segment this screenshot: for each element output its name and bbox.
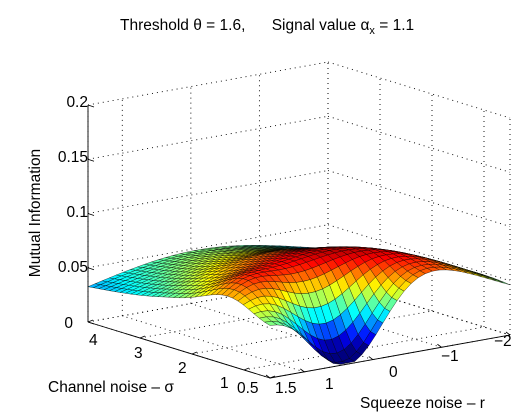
r-tick-m2: −2	[494, 333, 512, 350]
r-axis-tick	[300, 368, 305, 373]
grid-line-z-back-left	[87, 61, 329, 106]
sigma-axis-tick	[269, 375, 276, 379]
z-ticks: 0 0.05 0.1 0.15 0.2	[58, 94, 88, 332]
surface-mesh	[87, 245, 511, 365]
z-axis-label: Mutual Information	[27, 149, 44, 277]
z-tick-2: 0.1	[66, 204, 88, 221]
r-ticks: 1.5 1 0 −1 −2	[275, 333, 512, 397]
r-axis-tick	[437, 343, 442, 348]
r-axis-label: Squeeze noise – r	[360, 395, 485, 412]
grid-line-z-back-right	[327, 115, 511, 173]
grid-line-z-back-right	[327, 224, 511, 282]
grid-line-sigma-floor	[139, 294, 381, 339]
sigma-tick-4: 4	[89, 332, 98, 349]
grid-line-sigma-floor	[191, 310, 433, 355]
title-part2: Signal value α	[272, 17, 370, 34]
sigma-axis-label: Channel noise – σ	[48, 379, 174, 396]
surface-patch	[264, 321, 278, 326]
grid-line-r-floor	[122, 315, 305, 373]
grid-line-r-floor	[327, 278, 511, 336]
axes	[87, 104, 511, 379]
title-subscript: x	[369, 25, 375, 37]
z-axis-tick	[87, 104, 95, 108]
z-axis-tick	[87, 321, 95, 325]
grid-lines	[87, 61, 511, 379]
r-axis-tick	[265, 374, 271, 379]
sigma-axis-tick	[139, 335, 146, 339]
z-tick-1: 0.05	[58, 259, 88, 276]
r-tick-15: 1.5	[275, 380, 297, 397]
grid-line-z-back-right	[327, 170, 511, 227]
sigma-axis-line	[87, 321, 271, 379]
grid-line-r-floor	[190, 303, 373, 361]
grid-line-sigma-floor	[87, 278, 329, 323]
title-part3: = 1.1	[375, 17, 414, 34]
sigma-tick-05: 0.5	[237, 380, 259, 397]
sigma-axis-tick	[243, 367, 250, 371]
grid-line-z-back-left	[87, 224, 329, 269]
z-axis-tick	[87, 267, 95, 271]
r-axis-tick	[505, 331, 511, 336]
z-axis-tick	[87, 158, 95, 162]
r-axis-line	[269, 334, 511, 379]
grid-line-z-back-left	[87, 115, 329, 160]
title-part1: Threshold θ = 1.6,	[120, 17, 245, 34]
r-axis-tick	[368, 356, 374, 360]
sigma-tick-3: 3	[134, 345, 143, 362]
z-tick-4: 0.2	[66, 94, 88, 111]
grid-line-z-back-left	[87, 170, 329, 214]
r-tick-1: 1	[325, 376, 334, 393]
sigma-tick-1: 1	[220, 375, 229, 392]
sigma-axis-tick	[87, 319, 94, 323]
r-tick-m1: −1	[441, 348, 459, 365]
z-tick-0: 0	[64, 315, 73, 332]
r-tick-0: 0	[389, 364, 398, 381]
grid-line-sigma-floor	[243, 326, 485, 371]
sigma-ticks: 4 3 2 1 0.5	[89, 332, 259, 397]
chart-title: Threshold θ = 1.6, Signal value αx = 1.1	[120, 17, 414, 37]
sigma-tick-2: 2	[178, 360, 187, 377]
surface-patch	[497, 280, 511, 285]
grid-line-z-back-right	[327, 61, 511, 119]
z-axis-tick	[87, 213, 95, 216]
z-tick-3: 0.15	[58, 149, 88, 166]
sigma-axis-tick	[191, 351, 198, 355]
